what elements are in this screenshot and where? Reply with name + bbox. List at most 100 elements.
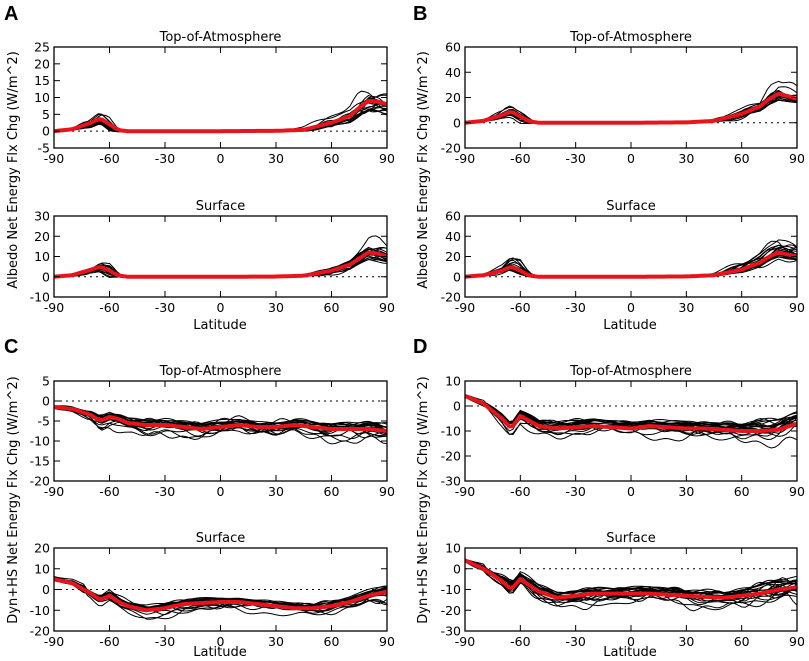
x-tick-label: -90 <box>44 151 64 166</box>
y-tick-label: 0 <box>42 582 50 597</box>
x-tick-label: -30 <box>155 634 175 649</box>
y-tick-label: 15 <box>34 73 50 88</box>
y-tick-label: 60 <box>445 40 461 55</box>
y-tick-label: 20 <box>34 56 50 71</box>
y-tick-label: 5 <box>42 107 50 122</box>
y-tick-label: 5 <box>42 374 50 389</box>
x-tick-label: 90 <box>789 484 805 499</box>
subplot-b-surface: Surface -90 -60 -30 0 30 60 90 -20 0 20 40 60 <box>441 199 805 315</box>
model-series-line <box>54 102 387 133</box>
x-tick-label: 30 <box>678 151 694 166</box>
ensemble-mean-line <box>465 558 797 600</box>
subplot-title: Top-of-Atmosphere <box>159 30 282 45</box>
y-tick-label: -5 <box>38 141 50 156</box>
ensemble-mean-line <box>54 405 387 433</box>
y-tick-label: 10 <box>445 541 461 556</box>
y-tick-label: -10 <box>30 603 50 618</box>
y-tick-label: -20 <box>441 603 461 618</box>
y-axis-label-b: Albedo Net Energy Flx Chg (W/m^2) <box>416 51 431 289</box>
y-tick-label: -5 <box>38 414 50 429</box>
x-tick-label: -60 <box>510 151 530 166</box>
y-tick-label: -20 <box>441 290 461 305</box>
y-tick-label: -20 <box>441 449 461 464</box>
subplot-d-surface: Surface -90 -60 -30 0 30 60 90 -30 -20 -10 0 10 <box>441 531 805 649</box>
y-tick-label: -20 <box>441 141 461 156</box>
subplot-d-toa: Top-of-Atmosphere -90 -60 -30 0 30 60 90 -30 -20 -… <box>441 364 805 499</box>
y-tick-label: 0 <box>42 269 50 284</box>
model-series-line <box>465 395 797 449</box>
y-axis-label-d: Dyn+HS Net Energy Flx Chg (W/m^2) <box>416 376 431 623</box>
y-tick-label: 0 <box>42 394 50 409</box>
y-tick-label: 0 <box>453 399 461 414</box>
y-tick-label: -20 <box>30 474 50 489</box>
series-group <box>465 80 797 125</box>
y-axis-label-a: Albedo Net Energy Flx Chg (W/m^2) <box>6 51 21 289</box>
panel-letter-a: A <box>4 3 18 25</box>
subplot-title: Surface <box>196 199 246 214</box>
x-axis-label-d: Latitude <box>603 645 657 660</box>
x-tick-label: 60 <box>324 300 340 315</box>
series-group <box>54 90 387 134</box>
y-tick-label: 20 <box>445 249 461 264</box>
x-tick-label: 90 <box>379 484 395 499</box>
x-tick-label: -60 <box>99 634 119 649</box>
model-series-line <box>465 395 797 428</box>
x-tick-label: 60 <box>324 634 340 649</box>
x-axis-label-c: Latitude <box>193 645 247 660</box>
x-tick-label: 30 <box>678 634 694 649</box>
x-tick-label: -60 <box>510 484 530 499</box>
x-tick-label: -30 <box>565 484 585 499</box>
y-tick-label: 0 <box>453 269 461 284</box>
plot-frame <box>464 215 798 298</box>
x-tick-label: 60 <box>324 151 340 166</box>
subplot-title: Top-of-Atmosphere <box>569 30 692 45</box>
y-axis-label-c: Dyn+HS Net Energy Flx Chg (W/m^2) <box>6 376 21 623</box>
y-tick-label: -30 <box>441 624 461 639</box>
x-tick-label: 90 <box>789 634 805 649</box>
x-tick-label: 90 <box>379 151 395 166</box>
subplot-a-surface: Surface -90 -60 -30 0 30 60 90 -10 0 10 20 30 <box>30 199 395 315</box>
y-tick-label: 10 <box>445 374 461 389</box>
x-tick-label: 30 <box>678 300 694 315</box>
series-group <box>465 558 797 612</box>
x-tick-label: -90 <box>455 484 475 499</box>
y-tick-label: 40 <box>445 229 461 244</box>
subplot-title: Surface <box>196 531 246 546</box>
y-tick-label: -10 <box>30 290 50 305</box>
x-tick-label: -90 <box>455 151 475 166</box>
y-tick-label: -20 <box>30 624 50 639</box>
x-axis-label-a: Latitude <box>193 318 247 333</box>
y-tick-label: -15 <box>30 454 50 469</box>
x-tick-label: -60 <box>510 300 530 315</box>
x-tick-label: 30 <box>268 300 284 315</box>
y-tick-label: 20 <box>34 541 50 556</box>
model-series-line <box>465 92 797 124</box>
y-tick-label: -10 <box>441 424 461 439</box>
y-tick-label: 30 <box>34 209 50 224</box>
series-group <box>54 235 387 279</box>
model-series-line <box>54 102 387 132</box>
x-tick-label: 0 <box>627 300 635 315</box>
x-tick-label: 90 <box>379 634 395 649</box>
x-tick-label: 0 <box>627 634 635 649</box>
x-tick-label: 60 <box>734 484 750 499</box>
x-tick-label: 0 <box>217 300 225 315</box>
y-tick-label: -10 <box>30 434 50 449</box>
x-tick-label: 90 <box>789 151 805 166</box>
x-tick-label: -30 <box>565 300 585 315</box>
x-tick-label: 60 <box>324 484 340 499</box>
model-series-line <box>54 579 387 610</box>
x-tick-label: 0 <box>217 151 225 166</box>
panel-letter-b: B <box>413 3 427 25</box>
x-tick-label: -30 <box>565 151 585 166</box>
x-tick-label: 30 <box>268 151 284 166</box>
subplot-c-toa: Top-of-Atmosphere -90 -60 -30 0 30 60 90 -20 -15 -… <box>30 364 395 499</box>
model-series-line <box>465 396 797 425</box>
panel-letter-c: C <box>4 336 18 358</box>
x-tick-label: -60 <box>99 300 119 315</box>
y-tick-label: 0 <box>453 115 461 130</box>
x-tick-label: 60 <box>734 300 750 315</box>
series-group <box>465 394 797 449</box>
model-series-line <box>54 406 387 439</box>
